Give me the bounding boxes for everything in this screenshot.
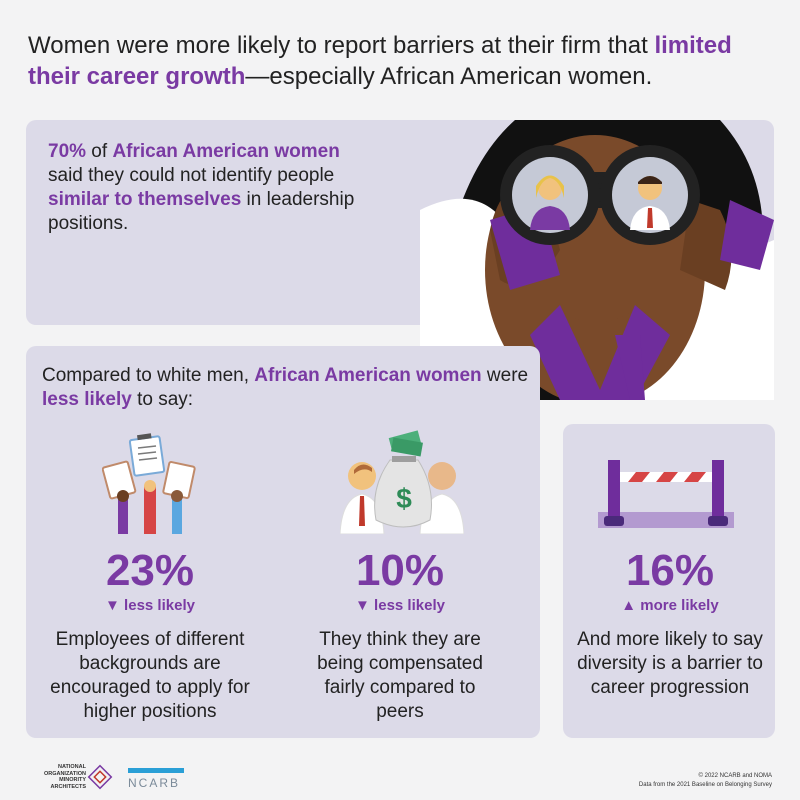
footer-copyright: © 2022 NCARB and NOMA — [698, 773, 772, 779]
callout-of: of — [86, 141, 113, 162]
noma-line-3: MINORITY — [59, 777, 86, 783]
noma-line-1: NATIONAL — [57, 764, 86, 770]
callout-highlight: similar to themselves — [48, 189, 242, 210]
headline-part-1: Women were more likely to report barrier… — [28, 32, 655, 59]
headline-highlight: limited their career growth — [28, 32, 732, 90]
money-bag-peers-icon: $ — [340, 430, 464, 534]
woman-binoculars-illustration — [420, 120, 774, 400]
noma-line-4: ARCHITECTS — [50, 783, 86, 790]
noma-line-2: ORGANIZATION — [43, 770, 86, 777]
stat-1-direction: ▼ less likely — [105, 597, 195, 614]
ncarb-wordmark: NCARB — [128, 776, 181, 790]
stat-2-percent: 10% — [355, 546, 445, 595]
footer-credits: © 2022 NCARB and NOMA Data from the 2021… — [512, 772, 772, 790]
footer-source: Data from the 2021 Baseline on Belonging… — [638, 782, 772, 788]
noma-emblem-icon — [87, 764, 113, 790]
top-callout-text: 70% of African American women said they … — [48, 140, 378, 236]
stat-1-description: Employees of different backgrounds are e… — [50, 629, 250, 722]
compare-text-2: were — [481, 365, 529, 386]
headline-part-2: —especially African American women. — [245, 63, 653, 90]
ncarb-logo: NCARB — [128, 768, 184, 792]
barrier-icon — [598, 460, 734, 528]
stat-1-percent: 23% — [105, 546, 195, 595]
stat-3-percent: 16% — [625, 546, 715, 595]
compare-text-1: Compared to white men, — [42, 365, 255, 386]
callout-percent: 70% — [48, 141, 87, 162]
compare-group: African American women — [254, 365, 482, 386]
callout-text-3: in leadership positions. — [48, 189, 355, 234]
callout-group: African American women — [112, 141, 340, 162]
stat-3-direction: ▲ more likely — [621, 597, 719, 614]
stat-2-direction: ▼ less likely — [355, 597, 445, 614]
compare-highlight: less likely — [42, 389, 132, 410]
stat-3-description: And more likely to say diversity is a ba… — [577, 629, 763, 698]
ncarb-bar — [128, 768, 184, 773]
compare-text-3: to say: — [131, 389, 194, 410]
clipboards-hands-icon — [102, 433, 196, 534]
comparison-intro: Compared to white men, African American … — [42, 364, 532, 412]
comparison-panel — [26, 346, 540, 738]
svg-text:$: $ — [396, 483, 412, 514]
noma-logo: NATIONAL ORGANIZATION MINORITY ARCHITECT… — [28, 762, 114, 792]
stat-2-description: They think they are being compensated fa… — [317, 629, 483, 722]
callout-text-2: said they could not identify people — [48, 165, 335, 186]
headline: Women were more likely to report barrier… — [28, 30, 788, 92]
